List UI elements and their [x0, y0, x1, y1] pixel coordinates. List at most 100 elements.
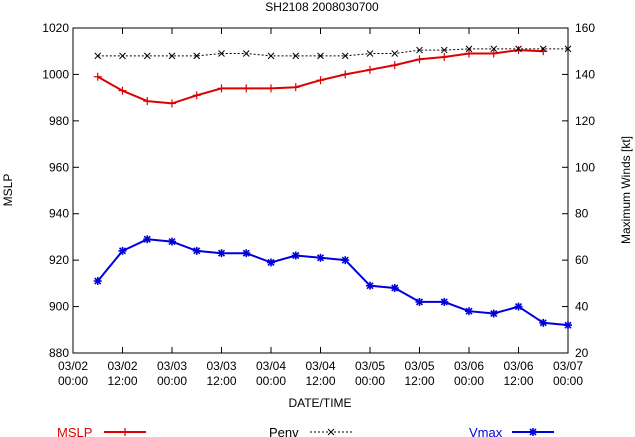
- point-vmax: [118, 246, 127, 255]
- x-axis: 03/0200:0003/0212:0003/0300:0003/0312:00…: [58, 28, 583, 388]
- point-mslp: [93, 72, 102, 81]
- left-axis: 880 900 920 940 960 980 1000 1020: [42, 21, 79, 360]
- point-mslp: [440, 53, 449, 62]
- x-tick-label-time: 00:00: [58, 374, 88, 388]
- x-tick-label-time: 00:00: [454, 374, 484, 388]
- series-penv: [94, 45, 572, 60]
- x-tick-label-date: 03/03: [206, 359, 236, 373]
- point-penv: [292, 52, 300, 60]
- point-mslp: [514, 46, 523, 55]
- point-vmax: [564, 321, 572, 330]
- legend-marker: [327, 428, 335, 436]
- x-axis-label: DATE/TIME: [288, 396, 351, 410]
- y-left-tick-label: 960: [49, 160, 69, 174]
- x-tick-label-date: 03/02: [107, 359, 137, 373]
- legend-sample-penv: [310, 428, 352, 436]
- x-tick-label-time: 12:00: [206, 374, 236, 388]
- point-penv: [366, 50, 374, 57]
- point-vmax: [366, 281, 374, 290]
- point-vmax: [341, 256, 350, 265]
- point-penv: [564, 45, 572, 53]
- legend-sample-mslp: [104, 428, 146, 436]
- x-tick-label-time: 00:00: [553, 374, 583, 388]
- point-vmax: [93, 277, 102, 286]
- y-right-tick-label: 140: [575, 67, 595, 81]
- legend: MSLP Penv Vmax: [57, 425, 554, 437]
- point-vmax: [390, 284, 399, 292]
- y-right-tick-label: 20: [575, 346, 589, 360]
- y-left-tick-label: 940: [49, 207, 69, 221]
- point-penv: [94, 52, 102, 60]
- point-mslp: [168, 99, 176, 108]
- point-mslp: [465, 49, 473, 58]
- x-tick-label-date: 03/07: [553, 359, 583, 373]
- point-penv: [218, 50, 225, 57]
- x-tick-label-date: 03/04: [256, 359, 286, 373]
- point-mslp: [242, 84, 251, 93]
- y-right-tick-label: 120: [575, 114, 595, 128]
- point-penv: [416, 46, 423, 54]
- x-tick-label-time: 12:00: [107, 374, 137, 388]
- y-right-tick-label: 80: [575, 207, 589, 221]
- point-mslp: [390, 61, 399, 70]
- legend-marker: [121, 428, 129, 436]
- point-penv: [515, 45, 522, 53]
- x-tick-label-date: 03/02: [58, 359, 88, 373]
- point-vmax: [168, 237, 176, 246]
- point-penv: [490, 45, 498, 53]
- y-right-tick-label: 40: [575, 300, 589, 314]
- y-right-tick-label: 160: [575, 21, 595, 35]
- point-penv: [317, 52, 324, 60]
- x-tick-label-date: 03/04: [305, 359, 335, 373]
- y-left-tick-label: 880: [49, 346, 69, 360]
- series-vmax: [93, 235, 572, 330]
- point-vmax: [316, 253, 325, 262]
- point-vmax: [489, 309, 498, 318]
- point-vmax: [291, 251, 300, 260]
- point-penv: [267, 52, 275, 60]
- x-tick-label-date: 03/03: [157, 359, 187, 373]
- y-right-tick-label: 100: [575, 160, 595, 174]
- x-tick-label-time: 00:00: [157, 374, 187, 388]
- point-vmax: [539, 318, 548, 327]
- point-mslp: [415, 55, 424, 64]
- y-left-tick-label: 1000: [42, 67, 69, 81]
- x-tick-label-time: 12:00: [503, 374, 533, 388]
- point-mslp: [143, 97, 152, 106]
- y-axis-left-label: MSLP: [1, 174, 15, 207]
- point-mslp: [341, 70, 350, 79]
- point-vmax: [242, 249, 251, 258]
- y-left-tick-label: 920: [49, 253, 69, 267]
- legend-marker: [529, 428, 537, 436]
- series-layer: [93, 45, 572, 330]
- point-mslp: [316, 76, 325, 85]
- x-tick-label-date: 03/06: [454, 359, 484, 373]
- y-left-tick-label: 1020: [42, 21, 69, 35]
- point-penv: [119, 52, 126, 60]
- point-vmax: [415, 297, 424, 306]
- point-vmax: [440, 297, 449, 306]
- point-penv: [539, 45, 547, 53]
- legend-label-vmax: Vmax: [469, 425, 503, 437]
- legend-label-penv: Penv: [269, 425, 299, 437]
- x-tick-label-time: 00:00: [256, 374, 286, 388]
- legend-sample-vmax: [512, 428, 554, 436]
- point-vmax: [465, 307, 473, 316]
- point-mslp: [217, 84, 226, 93]
- y-left-tick-label: 900: [49, 300, 69, 314]
- point-penv: [440, 46, 448, 54]
- series-line-vmax: [97, 238, 569, 327]
- point-vmax: [514, 302, 523, 311]
- series-line-penv: [97, 48, 568, 57]
- y-right-tick-label: 60: [575, 253, 589, 267]
- point-penv: [341, 52, 349, 60]
- point-vmax: [267, 258, 275, 267]
- series-mslp: [93, 46, 548, 108]
- point-penv: [391, 50, 399, 57]
- point-penv: [242, 50, 250, 57]
- point-mslp: [267, 84, 275, 93]
- point-vmax: [192, 246, 201, 255]
- point-mslp: [291, 83, 300, 92]
- point-mslp: [118, 86, 127, 95]
